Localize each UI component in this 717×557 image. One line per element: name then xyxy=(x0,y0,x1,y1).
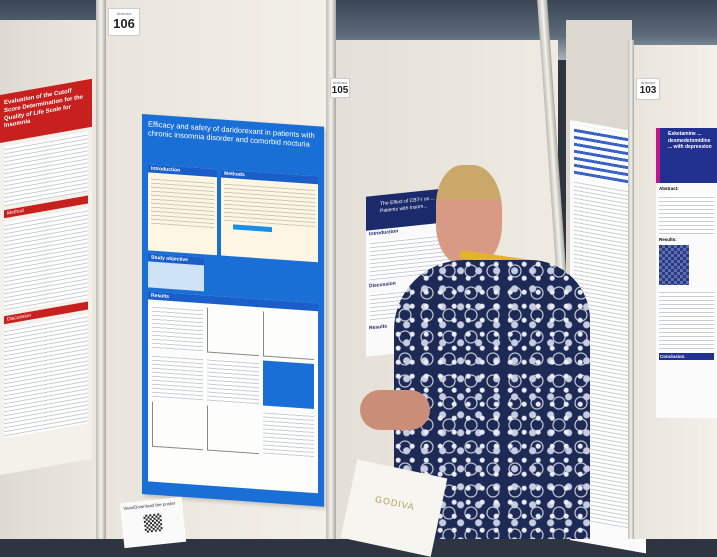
bag-brand: GODIVA xyxy=(374,494,416,513)
far-right-poster-title: Esketamine ... desmedetomidine ... with … xyxy=(668,131,712,150)
booth-number-105: Abstract 105 xyxy=(330,78,350,98)
arm xyxy=(360,390,430,430)
far-right-poster: Esketamine ... desmedetomidine ... with … xyxy=(656,128,717,418)
section-conclusion: Conclusion xyxy=(659,353,714,360)
qr-card-label: View/Download the poster xyxy=(123,500,176,512)
section-results: Results: xyxy=(659,237,677,242)
pole xyxy=(326,0,336,539)
booth-number-106: Abstract 106 xyxy=(108,8,140,36)
qr-card[interactable]: View/Download the poster xyxy=(119,496,187,549)
left-poster: Evaluation of the Cutoff Score Determina… xyxy=(0,78,92,475)
main-poster: Efficacy and safety of daridorexant in p… xyxy=(142,114,324,507)
results-charts xyxy=(148,299,318,462)
section-abstract: Abstract: xyxy=(659,186,679,191)
pole xyxy=(96,0,106,539)
section-study-objective: Study objective xyxy=(148,253,204,266)
man-visitor xyxy=(360,160,590,539)
man-head xyxy=(436,165,502,265)
pole xyxy=(628,40,634,539)
qr-code[interactable] xyxy=(143,513,163,533)
shirt xyxy=(394,260,590,539)
booth-number-103: Abstract 103 xyxy=(636,78,660,100)
